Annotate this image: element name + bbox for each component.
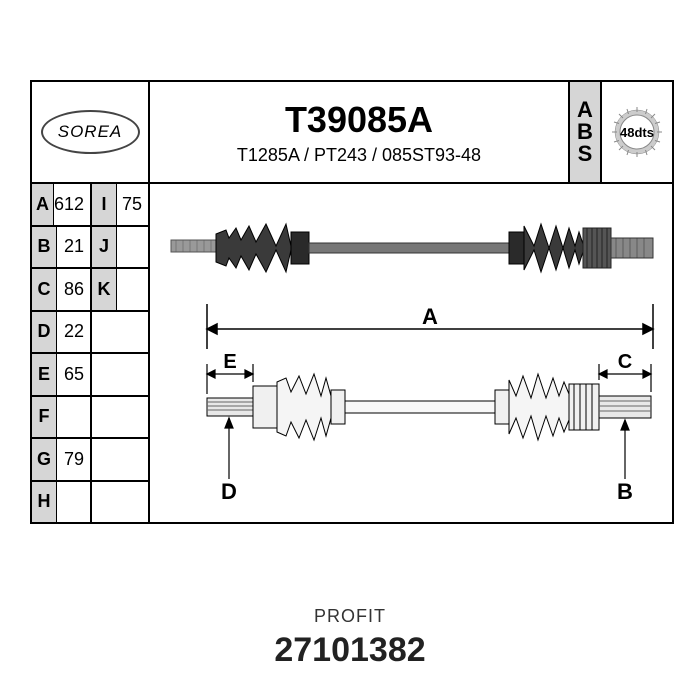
footer-brand: PROFIT [0, 606, 700, 627]
spec-value: 21 [57, 236, 90, 257]
gear-cell: 48dts [602, 82, 672, 182]
spec-value: 75 [117, 194, 148, 215]
spec-row: A612 [32, 184, 90, 227]
logo-cell: SOREA [32, 82, 150, 182]
spec-row: G79 [32, 439, 90, 482]
spec-value: 612 [54, 194, 90, 215]
specs-left: A612B21C86D22E65FG79H [32, 184, 92, 522]
dim-label-c: C [618, 351, 632, 373]
abs-badge: ABS [570, 82, 602, 182]
spec-label: J [92, 227, 117, 268]
spec-frame: SOREA T39085A T1285A / PT243 / 085ST93-4… [30, 80, 674, 524]
spec-label: H [32, 482, 57, 523]
spec-row: C86 [32, 269, 90, 312]
spec-row: I75 [92, 184, 148, 227]
gear-teeth-label: 48dts [620, 125, 654, 140]
spec-label: B [32, 227, 57, 268]
body-row: A612B21C86D22E65FG79H I75JK [32, 184, 672, 522]
spec-row [92, 397, 148, 440]
spec-label: D [32, 312, 57, 353]
spec-label: E [32, 354, 57, 395]
dim-label-d: D [221, 479, 237, 504]
dim-label-e: E [223, 351, 236, 373]
spec-row [92, 354, 148, 397]
spec-label: C [32, 269, 57, 310]
spec-value: 79 [57, 449, 90, 470]
spec-row: F [32, 397, 90, 440]
spec-label: A [32, 184, 54, 225]
title-cell: T39085A T1285A / PT243 / 085ST93-48 [150, 82, 570, 182]
footer: PROFIT 27101382 [0, 606, 700, 670]
spec-row: H [32, 482, 90, 523]
diagram-cell: A [150, 184, 672, 522]
spec-value: 22 [57, 321, 90, 342]
header-row: SOREA T39085A T1285A / PT243 / 085ST93-4… [32, 82, 672, 184]
spec-row [92, 482, 148, 523]
spec-label: F [32, 397, 57, 438]
spec-row: J [92, 227, 148, 270]
brand-logo: SOREA [41, 110, 140, 154]
spec-row: E65 [32, 354, 90, 397]
dim-label-a: A [422, 304, 438, 329]
spec-label: I [92, 184, 117, 225]
specs-column: A612B21C86D22E65FG79H I75JK [32, 184, 150, 522]
spec-label: K [92, 269, 117, 310]
spec-row: B21 [32, 227, 90, 270]
dim-label-b: B [617, 479, 633, 504]
gear-icon: 48dts [610, 105, 664, 159]
specs-right: I75JK [92, 184, 148, 522]
spec-row [92, 312, 148, 355]
footer-part-number: 27101382 [0, 631, 700, 670]
spec-label: G [32, 439, 57, 480]
spec-row [92, 439, 148, 482]
spec-value: 86 [57, 279, 90, 300]
spec-row: D22 [32, 312, 90, 355]
spec-row: K [92, 269, 148, 312]
sub-part-numbers: T1285A / PT243 / 085ST93-48 [237, 145, 481, 166]
main-part-number: T39085A [285, 99, 433, 141]
driveshaft-diagram: A [150, 184, 672, 522]
spec-value: 65 [57, 364, 90, 385]
